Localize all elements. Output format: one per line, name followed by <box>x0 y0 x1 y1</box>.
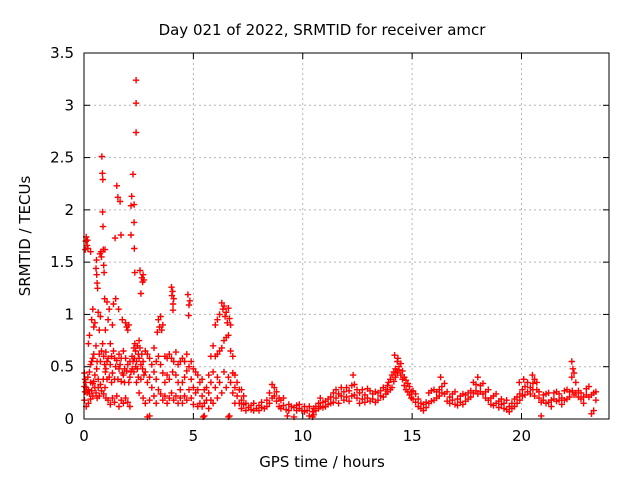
y-tick-label: 0 <box>64 410 74 428</box>
x-tick-label: 5 <box>189 427 199 445</box>
y-tick-label: 2.5 <box>50 149 74 167</box>
axis-ticks <box>83 52 609 420</box>
y-tick-label: 1.5 <box>50 253 74 271</box>
x-axis-label: GPS time / hours <box>259 453 385 471</box>
plot-border <box>83 52 610 420</box>
y-tick-label: 2 <box>64 201 74 219</box>
y-tick-label: 3 <box>64 96 74 114</box>
x-tick-label: 15 <box>403 427 422 445</box>
x-tick-label: 10 <box>293 427 312 445</box>
x-tick-label: 0 <box>79 427 89 445</box>
y-tick-label: 3.5 <box>50 44 74 62</box>
y-tick-label: 0.5 <box>50 358 74 376</box>
tick-labels: 0 5 10 15 20 0 0.5 1 1.5 2 2.5 3 3.5 <box>50 44 531 445</box>
chart-title: Day 021 of 2022, SRMTID for receiver amc… <box>159 21 487 39</box>
x-tick-label: 20 <box>512 427 531 445</box>
y-axis-label: SRMTID / TECUs <box>16 176 34 297</box>
y-tick-label: 1 <box>64 305 74 323</box>
